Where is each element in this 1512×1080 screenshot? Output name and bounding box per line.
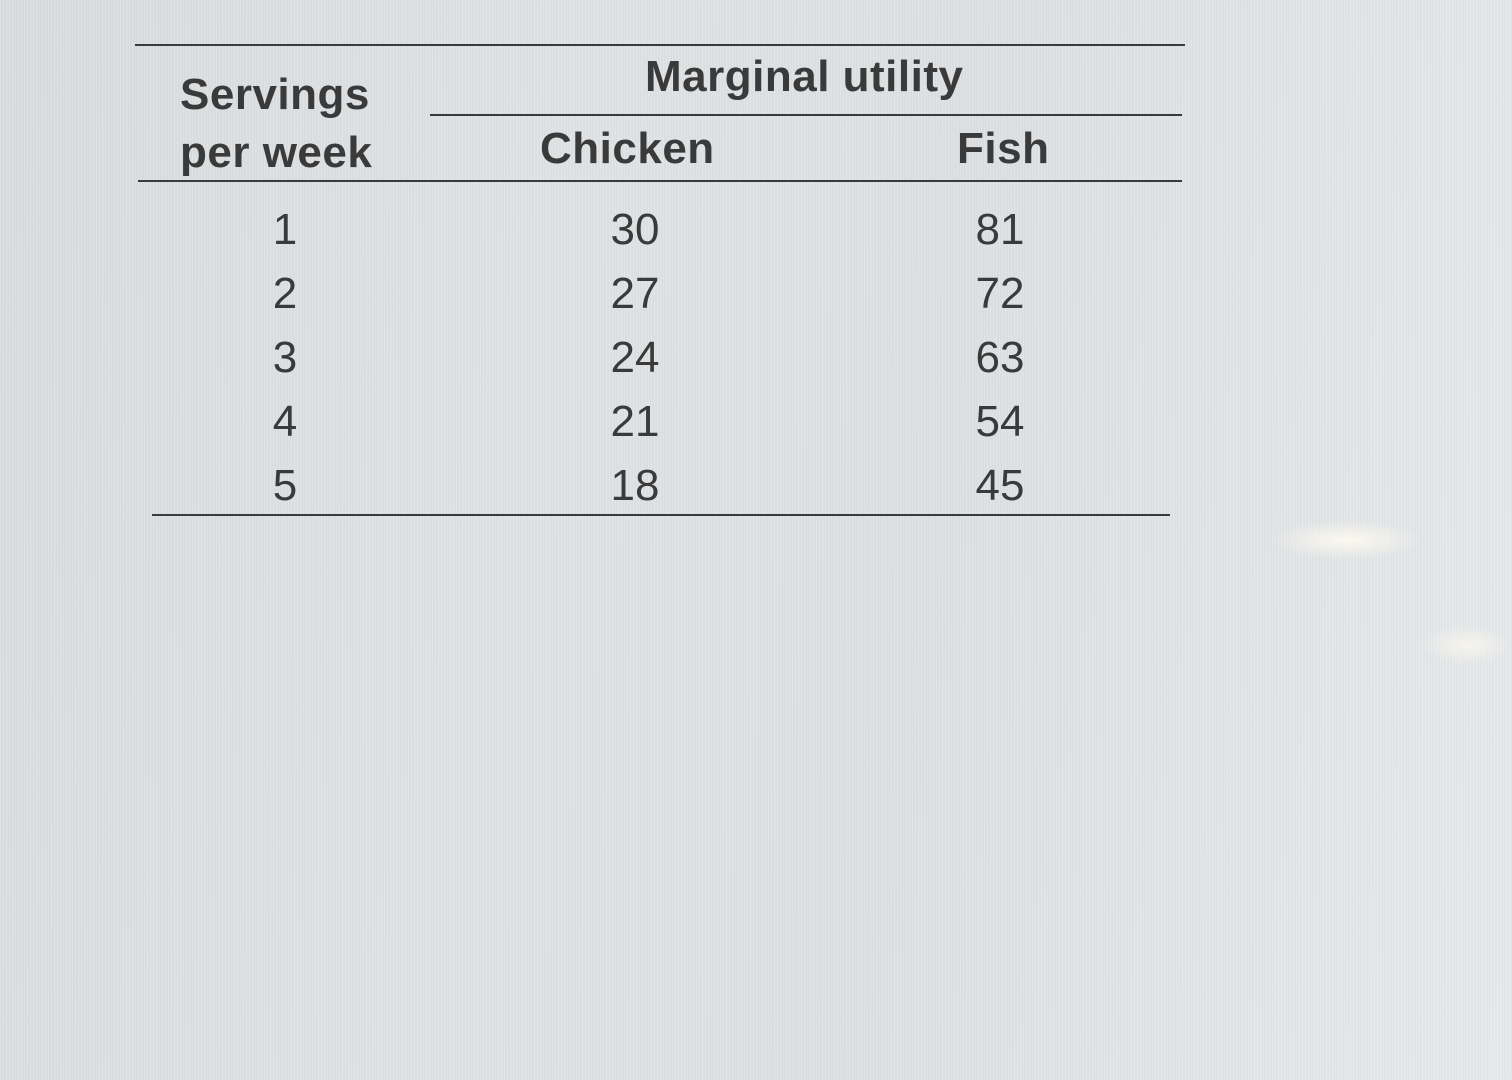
table-top-rule [135, 44, 1185, 46]
table-cell-chicken: 27 [610, 269, 660, 318]
screen-glare-secondary [1422, 625, 1512, 665]
table-cell-fish: 72 [975, 269, 1025, 318]
table-cell-chicken: 24 [610, 333, 660, 382]
table-cell-servings: 5 [272, 461, 298, 510]
servings-header-line1: Servings [180, 70, 370, 119]
table-cell-chicken: 21 [610, 397, 660, 446]
table-cell-fish: 63 [975, 333, 1025, 382]
servings-header-line2: per week [180, 128, 373, 177]
group-header-rule [430, 114, 1182, 116]
fish-header: Fish [957, 124, 1050, 173]
servings-header: Servings per week [180, 66, 372, 182]
chicken-column: 30 27 24 21 18 [595, 204, 675, 524]
marginal-utility-table: Servings per week Marginal utility Chick… [135, 44, 1185, 519]
table-cell-chicken: 18 [610, 461, 660, 510]
table-cell-fish: 54 [975, 397, 1025, 446]
marginal-utility-header: Marginal utility [645, 52, 964, 101]
fish-column: 81 72 63 54 45 [960, 204, 1040, 524]
table-cell-servings: 2 [272, 269, 298, 318]
header-bottom-rule [138, 180, 1182, 182]
chicken-header: Chicken [540, 124, 715, 173]
table-cell-servings: 1 [272, 205, 298, 254]
table-bottom-rule [152, 514, 1170, 516]
table-cell-servings: 4 [272, 397, 298, 446]
table-cell-fish: 45 [975, 461, 1025, 510]
screen-glare [1272, 520, 1422, 560]
table-cell-chicken: 30 [610, 205, 660, 254]
servings-column: 1 2 3 4 5 [255, 204, 315, 524]
table-cell-servings: 3 [272, 333, 298, 382]
table-cell-fish: 81 [975, 205, 1025, 254]
